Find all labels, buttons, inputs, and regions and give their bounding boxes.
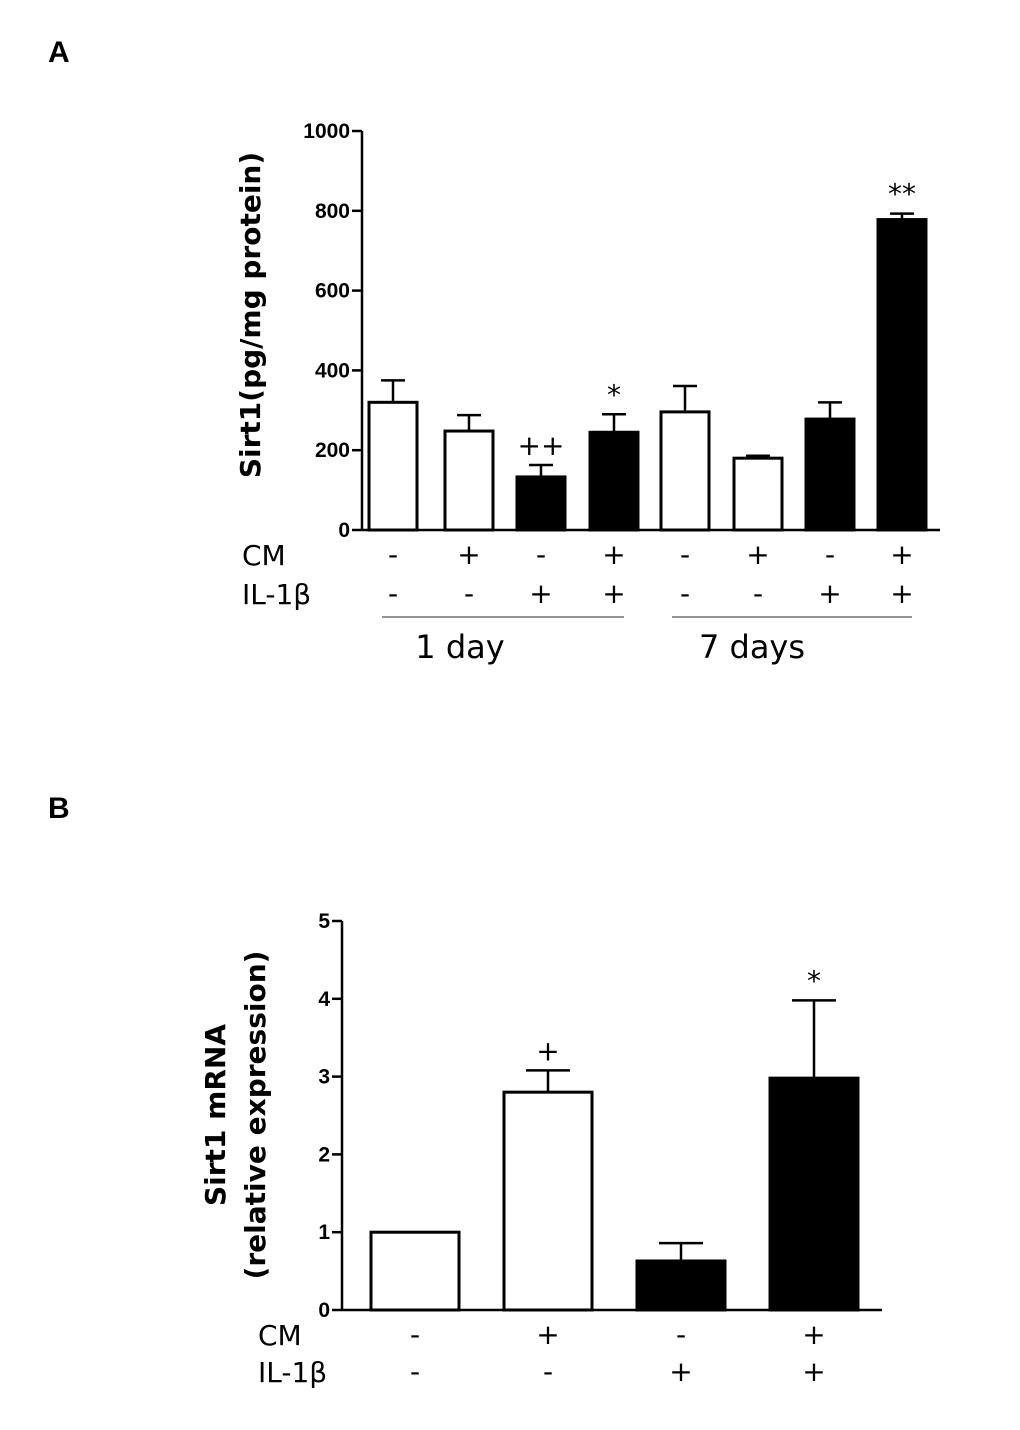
bar: [588, 430, 640, 532]
cm-sign: -: [825, 538, 835, 571]
y-tick-label: 5: [318, 910, 330, 933]
significance-annotation: *: [607, 378, 621, 411]
il1b-sign: +: [529, 577, 552, 610]
cm-sign: -: [388, 538, 398, 571]
il1b-sign: +: [802, 1355, 825, 1388]
row-label-il1b: IL-1β: [258, 1356, 327, 1389]
significance-annotation: ++: [518, 429, 565, 462]
y-tick-label: 0: [338, 519, 350, 542]
cm-sign: +: [802, 1318, 825, 1351]
panel-label-b: B: [48, 792, 70, 825]
chart-panel-b: 0 1 2 3 4 5 Sirt1 mRNA (relative expression) - - +…: [199, 910, 882, 1389]
panel-label-a: A: [48, 36, 70, 69]
bar: [768, 1076, 860, 1312]
il1b-sign: +: [890, 577, 913, 610]
y-tick-label: 3: [318, 1066, 330, 1089]
cm-sign: -: [680, 538, 690, 571]
cm-sign: -: [536, 538, 546, 571]
y-tick-label: 600: [315, 280, 350, 303]
il1b-sign: -: [543, 1355, 553, 1388]
cm-sign: -: [676, 1318, 686, 1351]
row-label-il1b: IL-1β: [242, 578, 311, 611]
y-axis-label: Sirt1(pg/mg protein): [234, 152, 267, 478]
il1b-sign: +: [669, 1355, 692, 1388]
y-tick-label: 400: [315, 359, 350, 382]
bar: [804, 417, 856, 532]
y-axis-label: Sirt1 mRNA (relative expression): [199, 951, 272, 1280]
y-tick-label: 2: [318, 1143, 330, 1166]
y-tick-label: 1: [318, 1221, 330, 1244]
bar: [502, 1090, 594, 1312]
cm-sign: +: [602, 538, 625, 571]
cm-sign: -: [410, 1318, 420, 1351]
bar: [876, 218, 928, 532]
y-tick-label: 0: [318, 1299, 330, 1322]
bar: [515, 475, 567, 532]
significance-annotation: **: [888, 178, 916, 211]
group-label: 1 day: [415, 628, 504, 666]
y-tick-label: 1000: [303, 120, 350, 143]
row-label-cm: CM: [242, 539, 286, 572]
cm-sign: +: [890, 538, 913, 571]
cm-sign: +: [457, 538, 480, 571]
bar: [443, 429, 495, 532]
row-label-cm: CM: [258, 1319, 302, 1352]
y-tick-label: 200: [315, 439, 350, 462]
il1b-sign: -: [680, 577, 690, 610]
group-label: 7 days: [699, 628, 805, 666]
significance-annotation: +: [536, 1034, 559, 1067]
il1b-sign: -: [753, 577, 763, 610]
y-tick-label: 800: [315, 200, 350, 223]
bar: [369, 1230, 461, 1312]
il1b-sign: -: [464, 577, 474, 610]
y-axis-label-line: Sirt1 mRNA: [199, 1024, 232, 1206]
il1b-sign: -: [388, 577, 398, 610]
bar: [367, 400, 419, 532]
bar: [659, 410, 711, 532]
il1b-sign: +: [602, 577, 625, 610]
cm-sign: +: [536, 1318, 559, 1351]
y-tick-label: 4: [318, 988, 330, 1011]
cm-sign: +: [746, 538, 769, 571]
bar: [635, 1259, 727, 1312]
il1b-sign: -: [410, 1355, 420, 1388]
il1b-sign: +: [818, 577, 841, 610]
y-axis-label-line: (relative expression): [239, 951, 272, 1280]
chart-panel-a: 0 200 400 600 800 1000 Sirt1(pg/mg protein) - - +…: [234, 120, 940, 666]
bar: [732, 456, 784, 532]
significance-annotation: *: [807, 964, 821, 997]
